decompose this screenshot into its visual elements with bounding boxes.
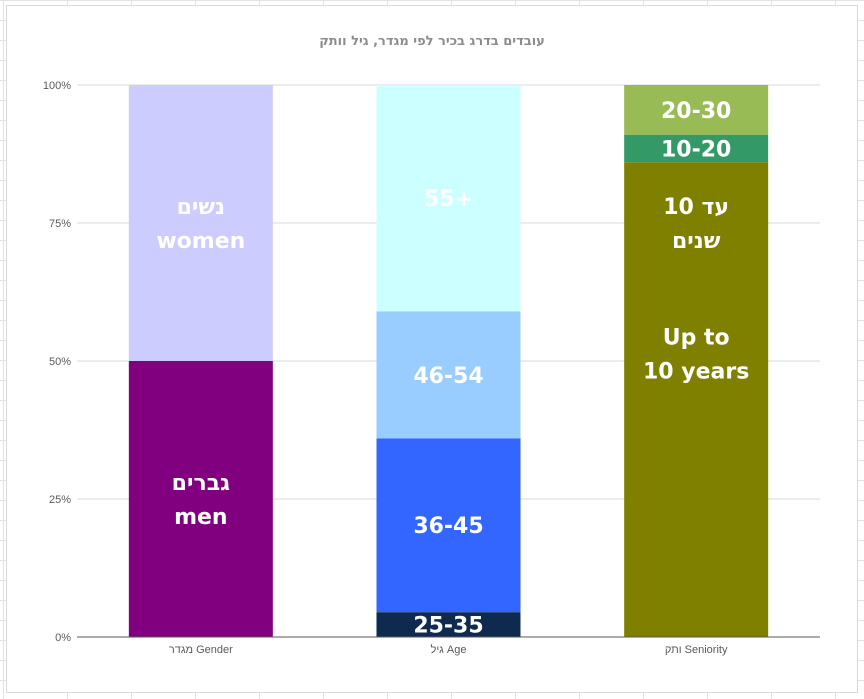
chart-title: עובדים בדרג בכיר לפי מגדר, גיל וותק (319, 34, 545, 49)
bar-segment[interactable] (624, 162, 769, 637)
segment-label: גברים (172, 471, 230, 496)
y-tick-label: 0% (55, 632, 71, 644)
segment-label: 36-45 (413, 514, 483, 539)
segment-label: נשים (177, 195, 225, 220)
segment-label: 10-20 (661, 137, 731, 162)
segment-label: 20-30 (661, 99, 731, 124)
segment-label: Up to (663, 326, 730, 351)
bar-segment[interactable] (128, 361, 273, 637)
x-category-label: ותק Seniority (665, 644, 728, 656)
segment-label: 10 years (643, 360, 749, 385)
bar-segment[interactable] (376, 311, 521, 439)
x-category-label: מגדר Gender (169, 644, 233, 656)
segment-label: 25-35 (413, 614, 483, 639)
y-tick-label: 75% (49, 218, 71, 230)
segment-label: men (174, 505, 228, 530)
bar-segment[interactable] (624, 85, 769, 135)
bar-segment[interactable] (376, 438, 521, 613)
segment-label: עד 10 (663, 195, 729, 220)
y-tick-label: 100% (43, 80, 71, 92)
bar-segment[interactable] (624, 134, 769, 163)
y-tick-label: 25% (49, 494, 71, 506)
bar-segment[interactable] (376, 85, 521, 312)
y-tick-label: 50% (49, 356, 71, 368)
segment-label: שנים (672, 229, 721, 254)
segment-label: women (156, 229, 245, 254)
bar-segment[interactable] (128, 85, 273, 361)
bar-segment[interactable] (376, 612, 521, 637)
segment-label: 46-54 (413, 364, 483, 389)
x-category-label: גיל Age (431, 643, 467, 656)
segment-label: 55+ (424, 187, 473, 212)
